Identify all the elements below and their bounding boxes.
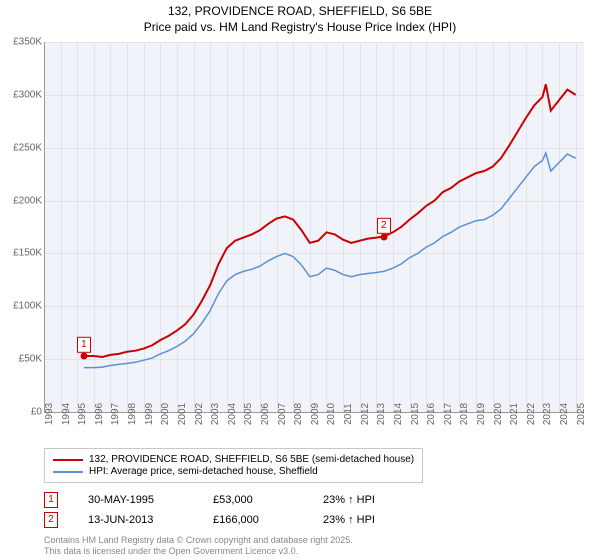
x-tick-label: 2007 xyxy=(277,403,288,425)
sale-point-marker: 1 xyxy=(77,337,91,353)
x-tick-label: 2011 xyxy=(343,403,354,425)
x-tick-label: 2000 xyxy=(160,403,171,425)
footer-line1: Contains HM Land Registry data © Crown c… xyxy=(44,535,353,546)
x-tick-label: 2018 xyxy=(459,403,470,425)
sale-diff: 23% ↑ HPI xyxy=(323,514,375,526)
x-tick-label: 1996 xyxy=(94,403,105,425)
x-tick-label: 1999 xyxy=(144,403,155,425)
legend-label: HPI: Average price, semi-detached house,… xyxy=(89,466,318,477)
x-tick-label: 1995 xyxy=(77,403,88,425)
y-tick-label: £100K xyxy=(13,301,42,312)
x-tick-label: 2002 xyxy=(194,403,205,425)
sale-point-marker: 2 xyxy=(377,217,391,233)
x-tick-label: 2005 xyxy=(243,403,254,425)
sale-row-marker: 1 xyxy=(44,492,58,508)
footer-attribution: Contains HM Land Registry data © Crown c… xyxy=(44,535,353,557)
footer-line2: This data is licensed under the Open Gov… xyxy=(44,546,353,557)
sale-diff: 23% ↑ HPI xyxy=(323,494,375,506)
x-tick-label: 2014 xyxy=(393,403,404,425)
legend-label: 132, PROVIDENCE ROAD, SHEFFIELD, S6 5BE … xyxy=(89,454,414,465)
y-tick-label: £150K xyxy=(13,248,42,259)
x-tick-label: 2008 xyxy=(293,403,304,425)
x-tick-label: 1997 xyxy=(110,403,121,425)
x-tick-label: 2003 xyxy=(210,403,221,425)
x-tick-label: 2020 xyxy=(493,403,504,425)
sale-point-dot xyxy=(380,233,387,240)
sale-row: 2 13-JUN-2013 £166,000 23% ↑ HPI xyxy=(44,512,375,528)
sale-date: 13-JUN-2013 xyxy=(88,514,183,526)
x-tick-label: 2017 xyxy=(443,403,454,425)
x-tick-label: 2023 xyxy=(542,403,553,425)
x-tick-label: 1993 xyxy=(44,403,55,425)
chart-title: 132, PROVIDENCE ROAD, SHEFFIELD, S6 5BE … xyxy=(0,0,600,35)
y-axis-line xyxy=(44,42,45,412)
y-tick-label: £50K xyxy=(19,354,42,365)
x-tick-label: 2006 xyxy=(260,403,271,425)
x-tick-label: 2010 xyxy=(326,403,337,425)
title-line2: Price paid vs. HM Land Registry's House … xyxy=(0,20,600,36)
x-tick-label: 1998 xyxy=(127,403,138,425)
x-tick-label: 2009 xyxy=(310,403,321,425)
series-line xyxy=(84,153,576,368)
y-tick-label: £200K xyxy=(13,195,42,206)
sale-date: 30-MAY-1995 xyxy=(88,494,183,506)
x-tick-label: 2016 xyxy=(426,403,437,425)
x-tick-label: 2001 xyxy=(177,403,188,425)
line-series-layer xyxy=(44,42,584,412)
x-tick-label: 2025 xyxy=(576,403,587,425)
sale-price: £166,000 xyxy=(213,514,293,526)
legend-swatch xyxy=(53,471,83,473)
x-tick-label: 2021 xyxy=(509,403,520,425)
x-tick-label: 2024 xyxy=(559,403,570,425)
x-tick-label: 2004 xyxy=(227,403,238,425)
sale-row: 1 30-MAY-1995 £53,000 23% ↑ HPI xyxy=(44,492,375,508)
y-tick-label: £300K xyxy=(13,89,42,100)
sale-row-marker: 2 xyxy=(44,512,58,528)
x-tick-label: 2012 xyxy=(360,403,371,425)
sale-price: £53,000 xyxy=(213,494,293,506)
legend-item: HPI: Average price, semi-detached house,… xyxy=(53,466,414,477)
legend-swatch xyxy=(53,459,83,461)
x-tick-label: 1994 xyxy=(61,403,72,425)
x-tick-label: 2015 xyxy=(410,403,421,425)
sale-point-dot xyxy=(80,352,87,359)
chart-plot-area: 12 xyxy=(44,42,584,412)
x-tick-label: 2013 xyxy=(376,403,387,425)
x-tick-label: 2019 xyxy=(476,403,487,425)
series-line xyxy=(84,84,576,357)
legend-item: 132, PROVIDENCE ROAD, SHEFFIELD, S6 5BE … xyxy=(53,454,414,465)
title-line1: 132, PROVIDENCE ROAD, SHEFFIELD, S6 5BE xyxy=(0,4,600,20)
y-tick-label: £350K xyxy=(13,37,42,48)
legend-box: 132, PROVIDENCE ROAD, SHEFFIELD, S6 5BE … xyxy=(44,448,423,483)
x-tick-label: 2022 xyxy=(526,403,537,425)
y-tick-label: £250K xyxy=(13,142,42,153)
y-tick-label: £0 xyxy=(31,407,42,418)
